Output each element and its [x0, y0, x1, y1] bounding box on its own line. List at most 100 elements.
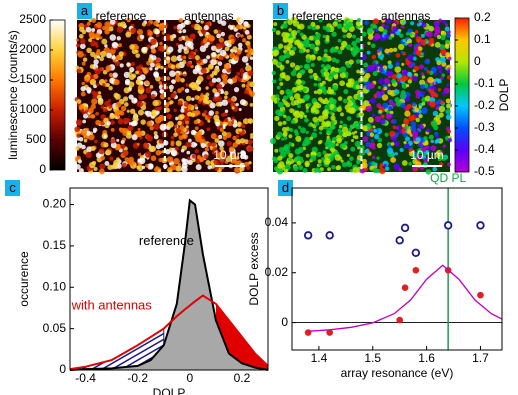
image-spot: [292, 46, 297, 51]
image-spot: [402, 38, 406, 43]
image-spot: [232, 123, 238, 128]
image-spot: [406, 38, 413, 44]
point: [401, 284, 409, 291]
image-spot: [137, 127, 141, 132]
image-spot: [365, 86, 369, 90]
x-tick-label: -0.2: [127, 371, 148, 385]
image-spot: [127, 125, 134, 132]
image-spot: [318, 97, 323, 102]
image-spot: [379, 64, 383, 68]
image-spot: [90, 40, 97, 47]
image-spot: [185, 83, 189, 87]
image-spot: [366, 27, 374, 34]
x-axis-label: array resonance (eV): [341, 366, 454, 380]
image-spot: [392, 137, 397, 142]
image-spot: [99, 168, 105, 175]
image-spot: [212, 88, 218, 94]
image-spot: [434, 41, 441, 48]
image-spot: [276, 85, 281, 90]
image-spot: [387, 60, 392, 65]
image-spot: [436, 154, 441, 159]
image-spot: [180, 130, 185, 134]
image-spot: [436, 78, 442, 84]
image-spot: [131, 97, 138, 104]
image-spot: [356, 69, 361, 74]
image-spot: [421, 101, 426, 106]
image-spot: [188, 52, 195, 59]
colorbar-tick-label: -0.2: [474, 98, 495, 112]
image-spot: [373, 33, 381, 40]
image-spot: [244, 29, 250, 35]
image-spot: [78, 168, 84, 174]
image-spot: [186, 61, 192, 67]
image-spot: [84, 76, 91, 82]
image-spot: [336, 137, 342, 144]
image-spot: [383, 86, 388, 91]
image-spot: [177, 48, 182, 53]
colorbar-tick-label: 2000: [19, 42, 46, 56]
image-spot: [130, 108, 136, 114]
image-spot: [326, 127, 333, 135]
series-label: reference: [139, 233, 194, 248]
image-spot: [136, 28, 144, 36]
image-spot: [354, 130, 358, 134]
image-spot: [86, 21, 91, 26]
image-spot: [388, 47, 394, 53]
image-spot: [335, 143, 339, 147]
image-spot: [340, 66, 347, 73]
image-spot: [290, 70, 297, 77]
image-spot: [327, 86, 332, 91]
image-spot: [153, 167, 159, 172]
image-spot: [445, 109, 451, 115]
image-spot: [342, 34, 347, 39]
image-spot: [376, 156, 380, 160]
image-spot: [390, 119, 394, 124]
x-tick-label: 1.6: [418, 351, 435, 365]
point: [396, 316, 403, 324]
image-spot: [146, 22, 151, 27]
image-spot: [425, 169, 432, 175]
image-spot: [411, 62, 416, 67]
image-spot: [415, 36, 423, 43]
image-spot: [335, 165, 340, 171]
image-spot: [93, 73, 99, 80]
image-spot: [166, 113, 173, 120]
image-spot: [445, 39, 450, 45]
panel-label: d: [282, 180, 289, 195]
colorbar-tick-label: 1000: [19, 102, 46, 116]
image: [269, 16, 453, 175]
image-spot: [391, 102, 397, 107]
image-spot: [343, 89, 349, 95]
image-spot: [430, 139, 435, 144]
image-spot: [447, 162, 451, 167]
image-spot: [120, 105, 127, 112]
image-spot: [238, 128, 243, 132]
image-spot: [128, 73, 135, 81]
image-spot: [109, 19, 116, 25]
image-spot: [337, 49, 343, 55]
image-spot: [307, 25, 312, 30]
image-spot: [193, 119, 199, 125]
image-spot: [83, 113, 89, 119]
image-spot: [232, 142, 238, 148]
image-spot: [136, 130, 143, 138]
image-spot: [340, 45, 345, 51]
image-spot: [199, 158, 204, 163]
image-spot: [75, 119, 83, 126]
image-spot: [412, 56, 417, 61]
image-spot: [444, 43, 449, 48]
image-spot: [180, 55, 184, 59]
image-spot: [283, 114, 287, 118]
image-spot: [194, 48, 198, 53]
image-spot: [297, 84, 304, 91]
image-spot: [190, 112, 196, 118]
image-spot: [305, 106, 309, 110]
image-spot: [396, 77, 402, 82]
image-spot: [273, 22, 278, 27]
image-spot: [249, 103, 254, 107]
image-spot: [180, 77, 185, 83]
image-spot: [313, 82, 318, 87]
image-spot: [367, 41, 371, 46]
image-spot: [240, 150, 246, 156]
image-spot: [316, 56, 322, 61]
